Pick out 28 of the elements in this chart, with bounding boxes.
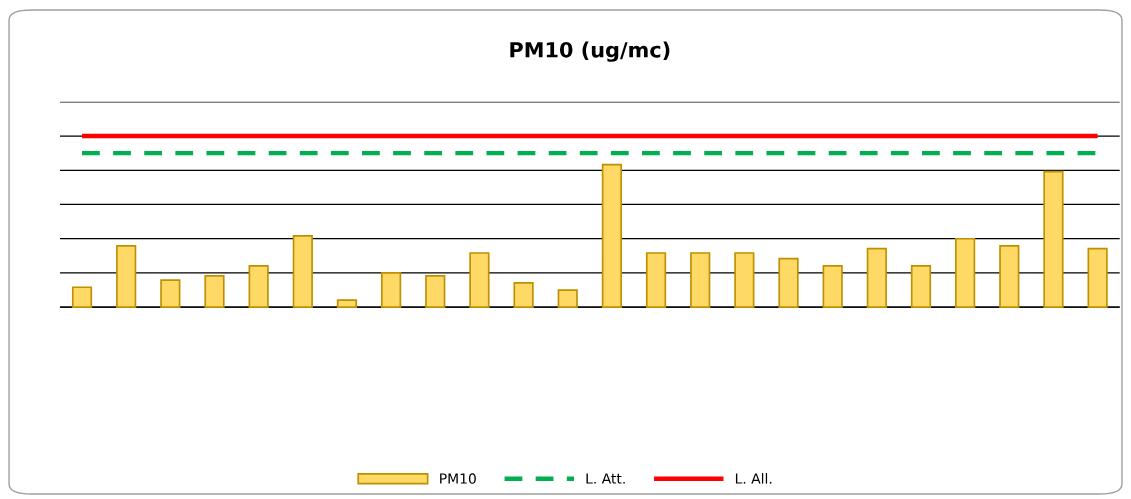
- bar: [204, 274, 225, 309]
- legend-label: PM10: [440, 473, 476, 484]
- bar: [425, 274, 446, 309]
- bar: [116, 245, 137, 309]
- chart-title: PM10 (ug/mc): [510, 41, 670, 62]
- bar: [778, 257, 799, 309]
- bar: [469, 252, 490, 309]
- legend-label: L. Att.: [586, 473, 625, 484]
- bar: [557, 289, 578, 309]
- bar: [910, 264, 932, 309]
- bar: [999, 245, 1020, 309]
- bar: [734, 252, 755, 309]
- bar: [292, 235, 313, 309]
- bar: [248, 264, 269, 309]
- bar: [645, 252, 667, 309]
- bar: [690, 252, 711, 309]
- bar: [1087, 247, 1108, 309]
- bar: [1043, 170, 1064, 309]
- legend-label: L. All.: [735, 473, 772, 484]
- bar: [822, 264, 843, 309]
- bar: [336, 299, 358, 309]
- bar: [601, 163, 623, 309]
- bar: [513, 282, 534, 309]
- bar: [71, 286, 93, 309]
- bar: [160, 279, 181, 309]
- bar: [866, 247, 887, 309]
- bar: [955, 237, 976, 309]
- bar: [381, 272, 402, 309]
